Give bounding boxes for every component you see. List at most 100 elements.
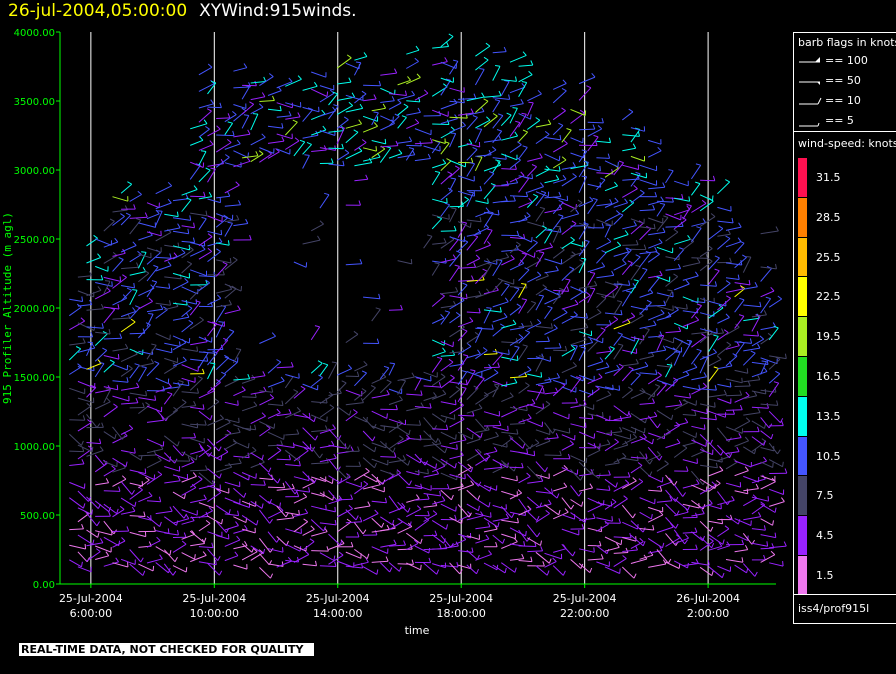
- wind-barb: [224, 288, 237, 299]
- wind-barb: [518, 74, 533, 83]
- wind-barb: [604, 536, 622, 546]
- wind-barb-flag: [378, 80, 382, 86]
- wind-barb: [535, 503, 552, 509]
- wind-barb-flag: [376, 569, 379, 575]
- wind-barb: [604, 245, 622, 254]
- wind-barb: [621, 566, 635, 579]
- wind-barb: [103, 355, 120, 360]
- wind-barb: [552, 83, 567, 90]
- wind-barb: [457, 199, 470, 209]
- wind-barb-flag: [461, 370, 467, 373]
- wind-barb: [768, 442, 778, 455]
- wind-barb-flag: [471, 547, 474, 553]
- wind-barb-flag: [444, 448, 448, 454]
- wind-barb-flag: [154, 360, 160, 364]
- wind-barb: [302, 144, 312, 155]
- wind-barb: [207, 562, 220, 576]
- wind-barb: [259, 76, 274, 87]
- wind-barb: [622, 225, 637, 230]
- wind-barb: [345, 565, 363, 569]
- wind-barb: [535, 325, 553, 329]
- wind-barb-flag: [782, 561, 784, 567]
- wind-barb-flag: [167, 382, 172, 388]
- wind-barb-flag: [184, 278, 189, 283]
- wind-barb-flag: [558, 166, 561, 172]
- wind-barb: [440, 204, 451, 217]
- wind-barb: [604, 167, 619, 178]
- wind-barb-flag: [209, 140, 214, 145]
- wind-barb: [241, 472, 257, 479]
- wind-barb: [181, 348, 198, 352]
- wind-barb-flag: [649, 550, 654, 556]
- wind-barb: [406, 508, 422, 518]
- x-tick-time: 10:00:00: [190, 607, 239, 620]
- wind-barb-flag: [176, 520, 179, 526]
- wind-barb-flag: [386, 413, 388, 419]
- wind-barb: [647, 374, 662, 385]
- wind-barb-flag: [723, 329, 729, 334]
- barb-10-icon: [799, 97, 822, 105]
- wind-barb: [700, 464, 718, 469]
- wind-barb: [311, 71, 327, 78]
- wind-barb: [501, 279, 514, 285]
- wind-barb: [449, 326, 465, 338]
- wind-barb-flag: [639, 312, 644, 317]
- wind-barb: [743, 334, 759, 337]
- wind-barb-flag: [467, 463, 472, 468]
- wind-barb: [319, 92, 335, 103]
- wind-barb: [509, 492, 522, 500]
- barb-5-icon: [799, 122, 820, 127]
- wind-barb: [570, 404, 587, 409]
- wind-barb-flag: [694, 527, 698, 533]
- wind-barb-flag: [293, 389, 299, 393]
- wind-barb: [345, 94, 364, 101]
- wind-barb-flag: [644, 327, 650, 330]
- wind-barb: [155, 185, 172, 195]
- wind-barb-flag: [332, 424, 336, 429]
- wind-barb-flag: [735, 323, 740, 328]
- wind-barb: [198, 390, 215, 399]
- wind-barb-flag: [515, 120, 521, 124]
- wind-barb: [345, 62, 360, 70]
- wind-barb: [604, 281, 618, 287]
- wind-barb-flag: [479, 68, 485, 70]
- wind-barb-flag: [450, 374, 455, 379]
- wind-barb: [163, 393, 173, 405]
- wind-barb-flag: [134, 501, 137, 507]
- wind-barb: [483, 309, 502, 313]
- wind-barb: [164, 305, 179, 311]
- wind-barb: [311, 414, 327, 423]
- wind-barb: [259, 553, 270, 566]
- wind-barb-flag: [444, 417, 447, 423]
- wind-barb-flag: [633, 573, 637, 579]
- wind-barb-flag: [738, 432, 742, 438]
- wind-barb: [734, 460, 752, 468]
- wind-barb-flag: [222, 269, 225, 276]
- wind-barb-flag: [436, 569, 440, 575]
- wind-barb: [743, 488, 759, 492]
- wind-barb: [319, 194, 330, 209]
- wind-barb-flag: [772, 520, 774, 526]
- wind-barb-flag: [205, 520, 211, 524]
- wind-barb-flag: [438, 382, 442, 388]
- wind-barb: [769, 488, 784, 495]
- wind-barb-flag: [578, 491, 583, 497]
- wind-barb-flag: [426, 494, 430, 500]
- wind-barb: [717, 365, 732, 370]
- wind-barb-flag: [470, 108, 474, 114]
- wind-barb-flag: [193, 400, 197, 406]
- wind-barb-flag: [135, 218, 141, 221]
- wind-barb-flag: [227, 221, 233, 224]
- wind-barb: [86, 496, 99, 509]
- wind-barb: [328, 554, 344, 565]
- wind-barb: [423, 430, 437, 444]
- wind-barb-flag: [117, 354, 120, 360]
- wind-barb-flag: [296, 406, 301, 412]
- wind-barb-flag: [307, 107, 313, 111]
- wind-barb: [535, 461, 546, 473]
- wind-barb-flag: [329, 404, 335, 409]
- wind-barb: [449, 299, 465, 310]
- wind-barb-flag: [573, 311, 578, 316]
- wind-barb: [630, 534, 644, 547]
- wind-barb: [354, 415, 368, 423]
